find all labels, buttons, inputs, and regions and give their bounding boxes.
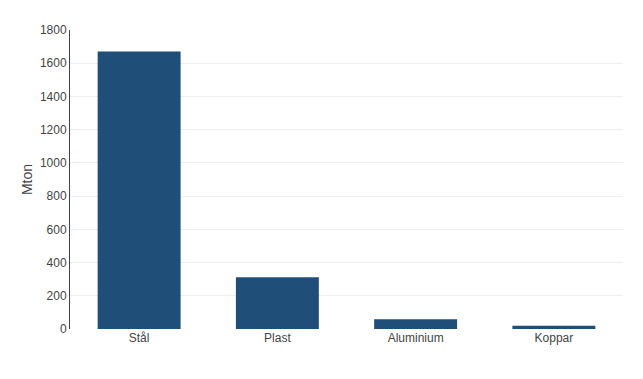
svg-text:1200: 1200 [40,123,67,137]
svg-text:Mton: Mton [19,164,35,195]
svg-text:1000: 1000 [40,156,67,170]
svg-text:0: 0 [60,322,67,336]
svg-text:Plast: Plast [264,331,291,345]
svg-text:Stål: Stål [129,331,150,345]
svg-text:Aluminium: Aluminium [388,331,444,345]
svg-text:1800: 1800 [40,23,67,37]
svg-text:Koppar: Koppar [535,331,574,345]
svg-text:1600: 1600 [40,56,67,70]
svg-text:200: 200 [47,289,67,303]
svg-text:400: 400 [47,256,67,270]
svg-text:1400: 1400 [40,90,67,104]
svg-text:800: 800 [47,189,67,203]
svg-text:600: 600 [47,223,67,237]
